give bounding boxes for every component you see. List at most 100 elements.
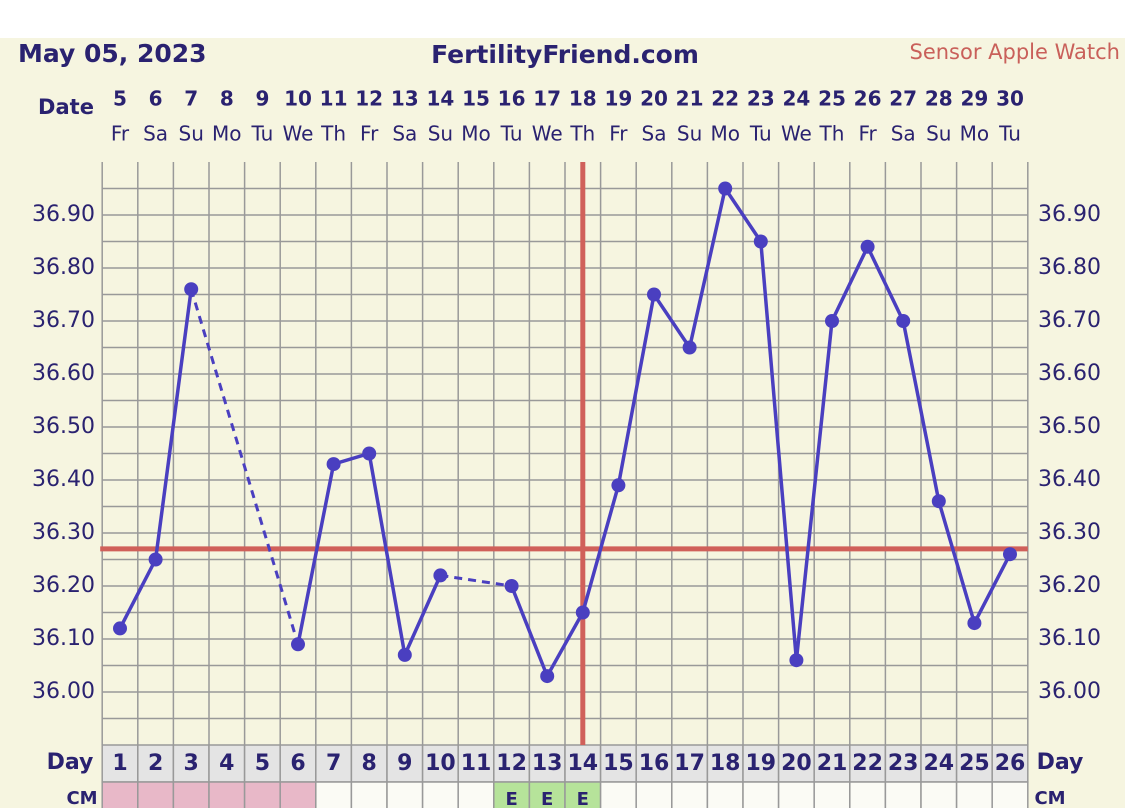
y-tick-label: 36.10 (32, 626, 95, 651)
cm-cell (421, 781, 459, 808)
date-number: 14 (426, 87, 454, 111)
temperature-point (504, 579, 519, 593)
weekday: Tu (998, 122, 1021, 146)
day-number: 3 (184, 751, 199, 776)
y-tick-label: 36.20 (1038, 573, 1101, 598)
weekday: Su (428, 122, 453, 146)
cm-cell (706, 781, 744, 808)
date-number: 22 (711, 87, 739, 111)
date-number: 21 (676, 87, 704, 111)
weekday: Fr (858, 122, 877, 146)
temperature-point (148, 552, 163, 567)
temperature-point (789, 653, 804, 668)
y-tick-label: 36.00 (1038, 679, 1101, 704)
y-tick-label: 36.80 (32, 255, 95, 280)
weekday: Fr (360, 122, 379, 146)
temperature-point (397, 647, 412, 662)
temperature-point (967, 616, 982, 631)
day-number: 25 (959, 751, 990, 776)
y-tick-label: 36.90 (32, 202, 95, 227)
cm-cell (813, 781, 851, 808)
temperature-point (860, 239, 875, 254)
cm-cell (991, 781, 1029, 808)
date-number: 20 (640, 87, 668, 111)
cm-cell (777, 781, 815, 808)
y-tick-label: 36.40 (1038, 467, 1101, 492)
day-cell (101, 744, 139, 783)
day-cell (350, 744, 388, 783)
chart-date: May 05, 2023 (18, 39, 207, 68)
cm-cell (635, 781, 673, 808)
cm-cell (849, 781, 887, 808)
date-number: 28 (925, 87, 953, 111)
temperature-point (896, 314, 911, 328)
weekday: Fr (111, 122, 130, 146)
temperature-point (825, 314, 839, 328)
cm-cell (599, 781, 637, 808)
day-number: 20 (781, 751, 812, 776)
day-cell (920, 744, 958, 783)
date-number: 10 (284, 87, 312, 111)
cm-cell (172, 781, 210, 808)
weekday: Tu (500, 122, 523, 146)
cm-value: E (505, 789, 517, 808)
temperature-point (931, 494, 946, 509)
source: Sensor Apple Watch (910, 40, 1121, 64)
date-number: 30 (996, 87, 1024, 111)
day-number: 8 (362, 751, 377, 776)
y-tick-label: 36.10 (1038, 626, 1101, 651)
y-tick-label: 36.30 (32, 520, 95, 545)
weekday: Sa (392, 122, 417, 146)
date-number: 5 (113, 87, 127, 111)
y-tick-label: 36.70 (32, 308, 95, 333)
day-number: 1 (112, 751, 127, 776)
cm-cell (137, 781, 175, 808)
day-number: 12 (496, 751, 527, 776)
y-tick-label: 36.50 (32, 414, 95, 439)
day-number: 5 (255, 751, 270, 776)
date-number: 12 (355, 87, 383, 111)
cm-cell (528, 781, 566, 808)
day-number: 4 (219, 751, 234, 776)
temperature-point (753, 234, 768, 249)
day-number: 9 (397, 751, 412, 776)
day-number: 15 (603, 751, 634, 776)
day-cell (884, 744, 922, 783)
day-cell (315, 744, 353, 783)
cm-cell (457, 781, 495, 808)
day-number: 11 (461, 751, 492, 776)
day-cell (599, 744, 637, 783)
weekday: We (532, 122, 563, 146)
weekday: We (781, 122, 812, 146)
temperature-point (184, 282, 199, 297)
weekday: Su (677, 122, 702, 146)
day-label: Day (47, 750, 94, 775)
date-number: 6 (149, 87, 163, 111)
day-number: 24 (923, 751, 954, 776)
weekday: Su (179, 122, 204, 146)
cm-value: E (577, 789, 589, 808)
chart-title: FertilityFriend.com (431, 40, 699, 69)
temperature-point (433, 568, 448, 583)
date-number: 23 (747, 87, 775, 111)
temperature-point (682, 340, 697, 355)
cm-value: E (541, 789, 553, 808)
day-number: 7 (326, 751, 341, 776)
date-number: 8 (220, 87, 234, 111)
weekday: Sa (143, 122, 168, 146)
cm-cell (208, 781, 246, 808)
cm-cell (884, 781, 922, 808)
day-label: Day (1037, 750, 1084, 775)
date-number: 15 (462, 87, 490, 111)
day-number: 19 (745, 751, 776, 776)
temperature-point (647, 287, 661, 302)
date-number: 26 (854, 87, 882, 111)
weekday: Mo (960, 122, 990, 146)
day-number: 2 (148, 751, 163, 776)
day-number: 18 (710, 751, 741, 776)
day-number: 6 (290, 751, 305, 776)
date-number: 17 (533, 87, 561, 111)
temperature-point (291, 637, 305, 652)
day-number: 16 (639, 751, 670, 776)
